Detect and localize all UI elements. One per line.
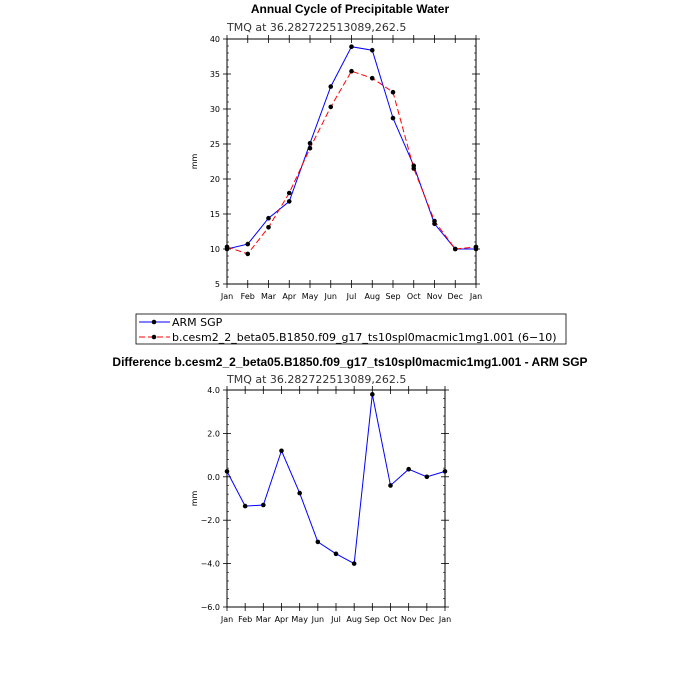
chart2-series-0-point	[297, 490, 302, 496]
chart2-xtick-label: Nov	[401, 615, 417, 624]
chart1-plot: 5 10 15 20 25 30 35 40 Jan Feb Mar Apr May Jun Jul Aug S…	[190, 35, 482, 301]
chart1-series-0-point	[307, 141, 313, 146]
chart2-ytick-label: 4.0	[207, 386, 220, 395]
chart2-series-0-point	[279, 448, 284, 454]
chart1-series-1-point	[307, 145, 313, 151]
chart1-xtick-label: Jun	[324, 292, 338, 301]
chart1-xtick-label: Mar	[261, 292, 277, 301]
legend-label-1: b.cesm2_2_beta05.B1850.f09_g17_ts10spl0m…	[172, 331, 557, 344]
chart1-series-1-point	[369, 75, 375, 81]
chart2-xtick-label: Dec	[419, 615, 434, 624]
chart1-ytick-label: 20	[210, 175, 220, 184]
chart1-ytick-label: 30	[210, 105, 220, 114]
chart1-series-1-point	[452, 246, 458, 252]
chart1-xtick-label: May	[302, 292, 319, 301]
chart1-subtitle: TMQ at 36.282722513089,262.5	[226, 21, 406, 34]
chart1-series-1-line	[226, 70, 477, 255]
chart2-plot: −6.0 −4.0 −2.0 0.0 2.0 4.0 Jan Feb Mar Apr May Jun J…	[190, 386, 451, 624]
chart1-series-1-point	[224, 244, 230, 250]
chart2-ytick-label: −2.0	[201, 516, 220, 525]
chart1-xtick-label: Oct	[407, 292, 421, 301]
chart2-xtick-label: Sep	[365, 615, 380, 624]
chart2-xtick-label: Jan	[438, 615, 451, 624]
legend-marker-0	[151, 319, 157, 325]
chart1-series-0-point	[245, 241, 251, 247]
chart1-series-0-point	[328, 84, 334, 89]
chart1-ylabel: mm	[190, 154, 199, 170]
chart2-xtick-label: Aug	[346, 615, 362, 624]
chart2-subtitle: TMQ at 36.282722513089,262.5	[226, 373, 406, 386]
chart2-ytick-label: 2.0	[207, 429, 220, 438]
chart2-xtick-label: Jul	[330, 615, 341, 624]
chart1-xtick-label: Sep	[385, 292, 400, 301]
chart1-xtick-label: Feb	[241, 292, 255, 301]
legend-marker-1	[151, 334, 157, 340]
chart2-ylabel: mm	[190, 491, 199, 507]
chart2-xtick-label: Jun	[311, 615, 325, 624]
chart2-series-0-point	[242, 503, 248, 509]
legend-box	[135, 313, 567, 345]
chart1-series-0-point	[266, 215, 271, 221]
chart1-series-1-point	[286, 190, 292, 196]
chart2-series-0-point	[442, 469, 448, 474]
chart1-xtick-label: Jan	[469, 292, 482, 301]
chart1-xtick-label: Aug	[364, 292, 380, 301]
chart2-series-0-point	[315, 539, 321, 545]
chart1-series-1-point	[266, 225, 271, 230]
chart2-xtick-label: Oct	[384, 615, 398, 624]
chart1-series-1-point	[245, 251, 251, 257]
chart2-title: Difference b.cesm2_2_beta05.B1850.f09_g1…	[112, 355, 587, 369]
chart1-series-1-point	[473, 244, 479, 250]
chart1-legend: ARM SGP b.cesm2_2_beta05.B1850.f09_g17_ts…	[135, 313, 567, 345]
chart2-series-0-point	[333, 551, 339, 557]
chart1-ytick-label: 35	[210, 70, 220, 79]
chart1-xtick-label: Jul	[346, 292, 357, 301]
legend-label-0: ARM SGP	[172, 316, 223, 329]
chart1-ytick-label: 15	[210, 210, 220, 219]
chart2-ytick-label: 0.0	[207, 473, 220, 482]
chart2-frame	[226, 389, 446, 608]
chart1-series-0-point	[349, 44, 354, 49]
chart1-series-1-point	[328, 104, 334, 110]
chart1-series-1-point	[411, 166, 417, 171]
chart2-xtick-label: Feb	[238, 615, 252, 624]
chart2-xtick-label: Jan	[220, 615, 233, 624]
chart1-series-0-point	[390, 115, 396, 121]
chart1-series-1-point	[432, 218, 437, 224]
chart2-xtick-label: Apr	[275, 615, 290, 624]
chart1-frame	[226, 38, 477, 285]
chart2-xtick-label: Mar	[256, 615, 272, 624]
chart1-xtick-label: Dec	[448, 292, 463, 301]
chart1-series-1-point	[349, 68, 354, 74]
chart2-series-0-point	[224, 469, 230, 474]
chart2-series-0-point	[388, 483, 393, 488]
chart1-xtick-label: Nov	[427, 292, 443, 301]
chart1-title: Annual Cycle of Precipitable Water	[251, 2, 450, 16]
chart2-series-0-point	[261, 502, 266, 508]
chart2-ytick-label: −6.0	[201, 603, 220, 612]
chart2-series-0-point	[370, 392, 375, 397]
chart1-series-0-point	[369, 47, 375, 53]
chart1-ytick-label: 10	[210, 245, 220, 254]
chart1-xtick-label: Apr	[282, 292, 297, 301]
chart1-ytick-label: 40	[210, 35, 220, 44]
chart2-xtick-label: May	[291, 615, 308, 624]
chart2-series-0-point	[424, 474, 430, 480]
chart1-ytick-label: 5	[215, 280, 220, 289]
chart2-series-0-point	[351, 561, 357, 566]
chart1-xtick-label: Jan	[220, 292, 233, 301]
chart1-series-0-line	[226, 46, 476, 250]
chart2-series-0-line	[226, 394, 446, 565]
chart2-series-0-point	[406, 466, 411, 472]
chart1-series-1-point	[390, 89, 396, 95]
chart1-series-0-point	[286, 199, 292, 204]
chart2-ytick-label: −4.0	[201, 560, 220, 569]
chart1-ytick-label: 25	[210, 140, 220, 149]
